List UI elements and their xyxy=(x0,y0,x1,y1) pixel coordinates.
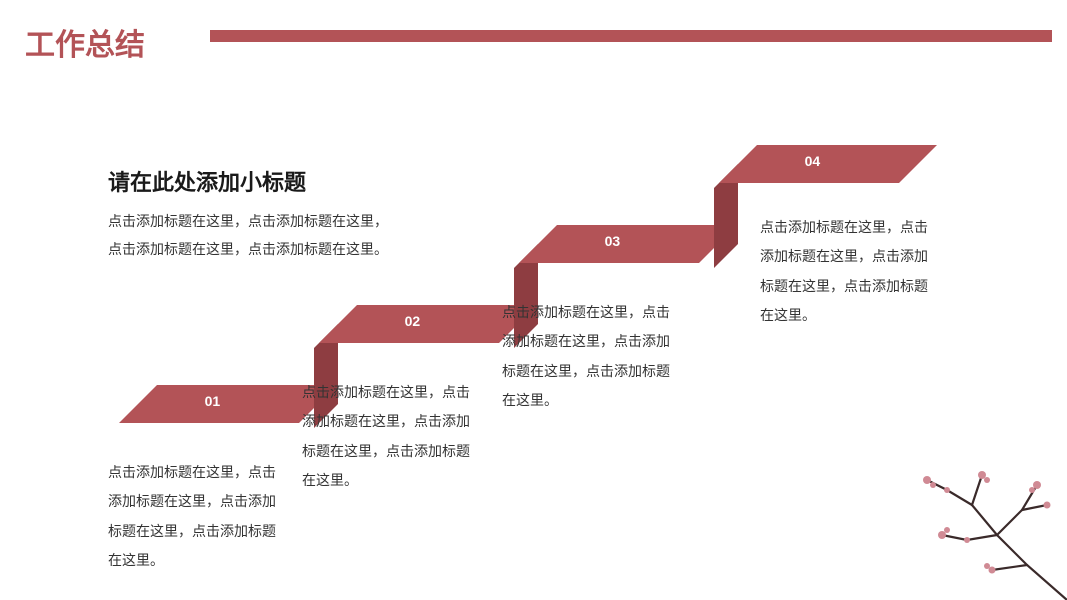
title-bar xyxy=(210,30,1052,42)
page-title: 工作总结 xyxy=(25,20,145,64)
plum-branch-decoration xyxy=(887,440,1067,600)
step-number: 04 xyxy=(805,153,821,169)
step-number: 01 xyxy=(205,393,221,409)
step-text-02: 点击添加标题在这里，点击添加标题在这里，点击添加标题在这里，点击添加标题在这里。 xyxy=(302,378,482,496)
step-text-04: 点击添加标题在这里，点击添加标题在这里，点击添加标题在这里，点击添加标题在这里。 xyxy=(760,213,940,331)
intro-body: 点击添加标题在这里，点击添加标题在这里，点击添加标题在这里，点击添加标题在这里。 xyxy=(108,207,388,263)
step-number: 03 xyxy=(605,233,621,249)
step-tread xyxy=(719,145,937,183)
intro-block: 请在此处添加小标题 点击添加标题在这里，点击添加标题在这里，点击添加标题在这里，… xyxy=(108,165,388,263)
step-text-01: 点击添加标题在这里，点击添加标题在这里，点击添加标题在这里，点击添加标题在这里。 xyxy=(108,458,288,576)
header: 工作总结 xyxy=(0,20,1067,60)
intro-heading: 请在此处添加小标题 xyxy=(108,165,388,197)
step-number: 02 xyxy=(405,313,421,329)
step-tread xyxy=(519,225,737,263)
step-text-03: 点击添加标题在这里，点击添加标题在这里，点击添加标题在这里，点击添加标题在这里。 xyxy=(502,298,682,416)
